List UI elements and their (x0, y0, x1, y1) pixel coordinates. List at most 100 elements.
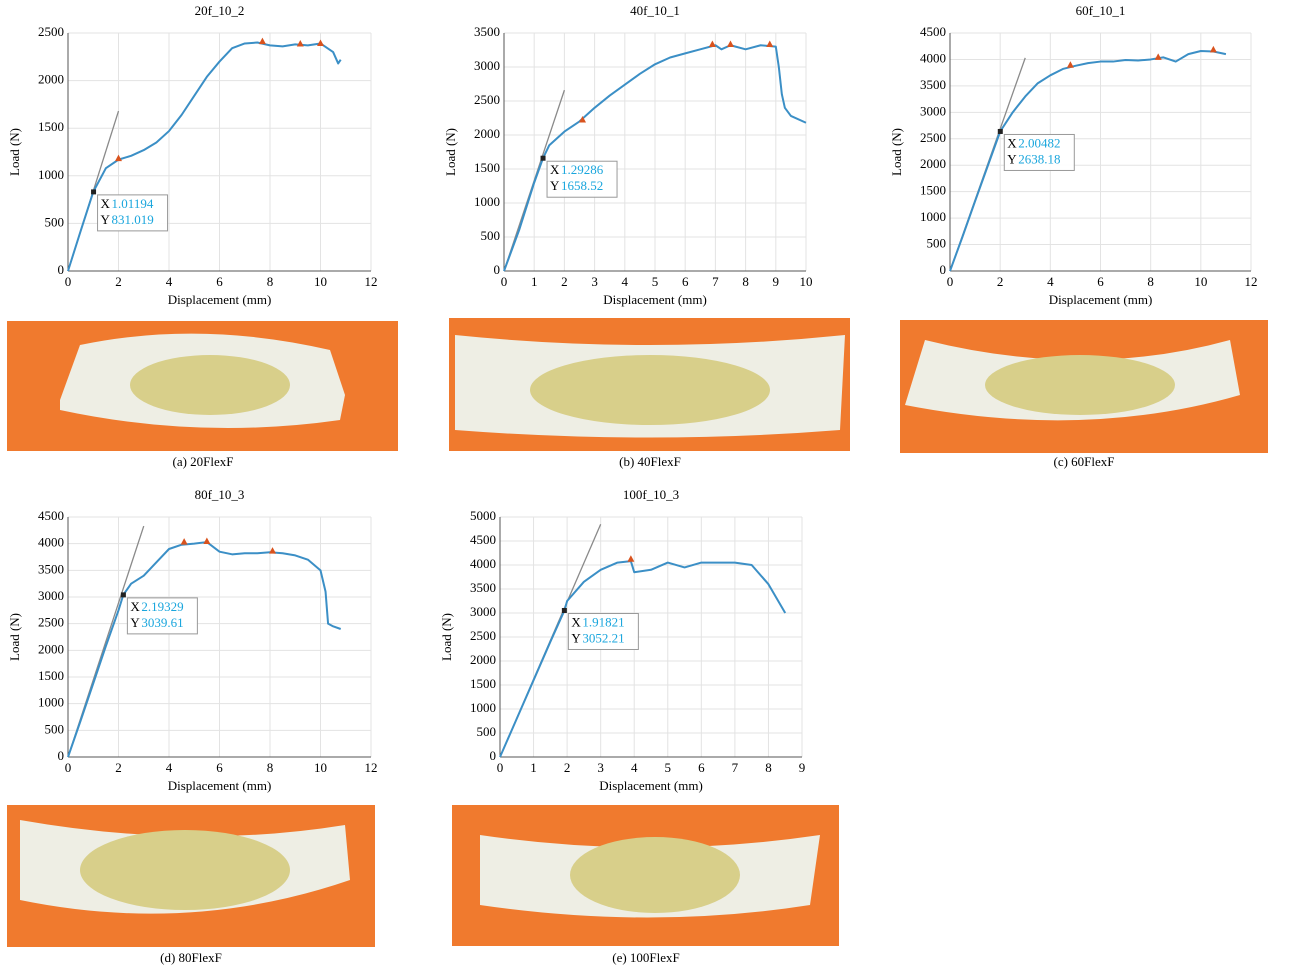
y-axis-label: Load (N) (7, 613, 22, 661)
chart: 40f_10_1 0 500 1000 1500 2000 2500 3000 3500 0 1 2 3… (443, 3, 813, 307)
datatip-label: X (550, 162, 560, 177)
photo-resin (985, 355, 1175, 415)
x-tick-label: 8 (1147, 274, 1154, 289)
x-tick-label: 5 (665, 760, 672, 775)
datatip-value: 1658.52 (561, 178, 603, 193)
datatip-box (546, 160, 618, 198)
x-tick-label: 1 (530, 760, 537, 775)
y-tick-label: 2000 (470, 652, 496, 667)
x-axis-label: Displacement (mm) (1049, 292, 1153, 307)
x-tick-label: 3 (597, 760, 604, 775)
y-tick-label: 2000 (38, 641, 64, 656)
peak-marker (627, 555, 635, 562)
peak-marker (317, 39, 324, 46)
y-tick-label: 1000 (474, 194, 500, 209)
y-tick-label: 1500 (38, 668, 64, 683)
x-axis-label: Displacement (mm) (603, 292, 707, 307)
y-tick-label: 2500 (38, 615, 64, 630)
caption: (d) 80FlexF (160, 950, 222, 965)
y-tick-label: 5000 (470, 508, 496, 523)
y-tick-label: 2000 (920, 156, 946, 171)
datatip-value: 2638.18 (1018, 151, 1060, 166)
y-tick-label: 4500 (920, 24, 946, 39)
chart-title: 100f_10_3 (623, 487, 679, 502)
datatip-value: 2.00482 (1018, 135, 1060, 150)
datatip-label: X (1007, 135, 1017, 150)
peak-marker (579, 116, 587, 123)
caption: (a) 20FlexF (172, 454, 233, 469)
y-tick-label: 500 (481, 228, 501, 243)
x-tick-label: 6 (682, 274, 689, 289)
y-tick-label: 3000 (470, 604, 496, 619)
x-tick-label: 4 (631, 760, 638, 775)
photos (7, 318, 1268, 947)
y-axis-label: Load (N) (439, 613, 454, 661)
y-tick-label: 1500 (470, 676, 496, 691)
x-tick-label: 6 (216, 760, 223, 775)
datatip-label: X (571, 614, 581, 629)
x-tick-label: 4 (622, 274, 629, 289)
x-tick-label: 1 (531, 274, 538, 289)
x-tick-label: 0 (65, 760, 72, 775)
x-tick-label: 0 (65, 274, 72, 289)
x-tick-label: 10 (314, 274, 327, 289)
peak-marker (766, 40, 774, 48)
datatip-point (91, 189, 97, 195)
y-tick-label: 500 (927, 236, 947, 251)
y-tick-label: 4000 (470, 556, 496, 571)
data-line (67, 41, 342, 272)
photo-resin (570, 837, 740, 913)
datatip-label: Y (1007, 151, 1017, 166)
y-tick-label: 2500 (470, 628, 496, 643)
y-tick-label: 1000 (38, 167, 64, 182)
y-tick-label: 0 (490, 748, 497, 763)
y-tick-label: 0 (940, 262, 947, 277)
data-line (949, 49, 1227, 272)
y-tick-label: 3000 (474, 58, 500, 73)
x-tick-label: 8 (267, 274, 274, 289)
datatip-point (120, 592, 126, 598)
y-tick-label: 0 (494, 262, 501, 277)
y-tick-label: 3500 (920, 77, 946, 92)
chart: 80f_10_3 0 500 1000 1500 2000 2500 3000 3500 4000… (7, 487, 378, 793)
chart-title: 20f_10_2 (195, 3, 245, 18)
y-tick-label: 4000 (920, 50, 946, 65)
x-tick-label: 2 (997, 274, 1004, 289)
x-tick-label: 4 (166, 274, 173, 289)
x-tick-label: 4 (166, 760, 173, 775)
y-tick-label: 500 (477, 724, 497, 739)
peak-marker (180, 538, 188, 545)
y-tick-label: 2500 (474, 92, 500, 107)
y-tick-label: 4000 (38, 535, 64, 550)
caption: (c) 60FlexF (1053, 454, 1114, 469)
y-tick-label: 1000 (920, 209, 946, 224)
y-tick-label: 0 (58, 748, 65, 763)
datatip-label: Y (550, 178, 560, 193)
y-tick-label: 3000 (38, 588, 64, 603)
y-tick-label: 3500 (474, 24, 500, 39)
x-tick-label: 3 (591, 274, 598, 289)
y-tick-label: 4500 (470, 532, 496, 547)
y-tick-label: 1500 (38, 119, 64, 134)
datatip-label: Y (130, 615, 140, 630)
datatip-box (97, 194, 169, 232)
x-tick-label: 8 (765, 760, 772, 775)
peak-marker (115, 154, 122, 162)
photo-resin (80, 830, 290, 910)
peak-marker (1066, 61, 1074, 68)
y-axis-label: Load (N) (889, 128, 904, 176)
datatip-label: Y (571, 630, 581, 645)
datatip-value: 3039.61 (141, 615, 183, 630)
x-tick-label: 6 (1097, 274, 1104, 289)
x-tick-label: 10 (314, 760, 327, 775)
x-tick-label: 10 (1194, 274, 1207, 289)
x-tick-label: 2 (561, 274, 568, 289)
datatip-point (997, 128, 1003, 134)
x-tick-label: 9 (773, 274, 780, 289)
peak-marker (1209, 45, 1217, 53)
datatip-value: 1.91821 (582, 614, 624, 629)
y-tick-label: 2000 (474, 126, 500, 141)
y-tick-label: 2500 (920, 130, 946, 145)
y-tick-label: 3500 (38, 561, 64, 576)
